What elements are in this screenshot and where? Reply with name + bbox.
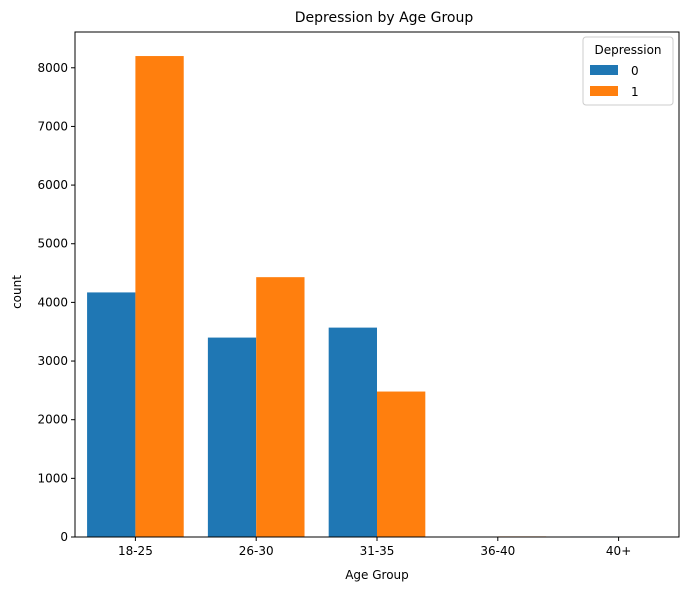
bar-18-25-series-0	[87, 292, 136, 537]
y-tick-label: 1000	[37, 471, 68, 485]
y-axis-title: count	[10, 275, 24, 309]
bar-18-25-series-1	[135, 56, 184, 538]
x-tick-label: 18-25	[118, 544, 153, 558]
x-axis: 18-25 26-30 31-35 36-40 40+	[118, 537, 631, 558]
bar-26-30-series-1	[256, 277, 305, 537]
chart-title: Depression by Age Group	[295, 10, 474, 26]
legend-label-1: 1	[631, 85, 639, 99]
x-tick-label: 31-35	[360, 544, 395, 558]
y-tick-label: 0	[60, 530, 68, 544]
y-tick-label: 2000	[37, 413, 68, 427]
y-tick-label: 5000	[37, 237, 68, 251]
bars-group	[87, 56, 667, 538]
x-tick-label: 40+	[606, 544, 631, 558]
legend-swatch-0	[590, 65, 618, 75]
plot-frame	[74, 31, 680, 538]
bar-26-30-series-0	[207, 337, 257, 537]
x-tick-label: 26-30	[239, 544, 274, 558]
y-tick-label: 4000	[37, 295, 68, 309]
legend-label-0: 0	[631, 64, 639, 78]
x-axis-title: Age Group	[345, 568, 409, 582]
x-tick-label: 36-40	[480, 544, 515, 558]
bar-31-35-series-0	[328, 327, 377, 537]
legend: Depression 0 1	[582, 36, 674, 106]
legend-title: Depression	[594, 43, 661, 57]
y-tick-label: 7000	[37, 119, 68, 133]
legend-swatch-1	[590, 86, 618, 96]
y-tick-label: 8000	[37, 61, 68, 75]
y-tick-label: 3000	[37, 354, 68, 368]
y-axis: 0 1000 2000 3000 4000 5000 6000 7000 8000	[37, 61, 75, 544]
bar-31-35-series-1	[377, 391, 426, 537]
y-tick-label: 6000	[37, 178, 68, 192]
